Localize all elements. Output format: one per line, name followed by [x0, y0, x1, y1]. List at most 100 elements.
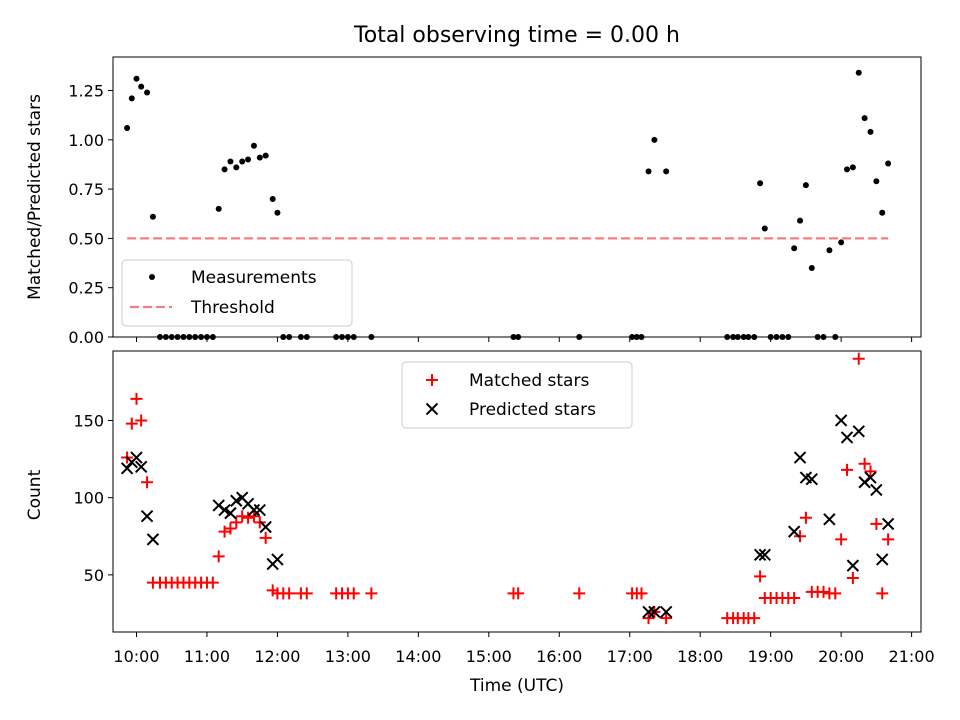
matched-star-point — [642, 612, 655, 625]
matched-star-point — [858, 457, 871, 470]
xtick-label: 13:00 — [325, 647, 371, 666]
measurement-point — [269, 195, 276, 202]
predicted-star-point — [642, 605, 655, 619]
predicted-star-point — [120, 462, 134, 475]
measurement-point — [651, 136, 658, 143]
measurement-point — [785, 334, 792, 340]
matched-star-point — [212, 550, 225, 563]
matched-star-point — [347, 587, 360, 600]
measurement-point — [239, 158, 246, 165]
measurement-point — [149, 213, 156, 220]
measurement-point — [645, 168, 652, 175]
measurement-point — [629, 334, 636, 340]
measurement-point — [203, 334, 210, 340]
matched-star-point — [870, 517, 883, 530]
measurement-point — [124, 124, 131, 131]
measurement-point — [262, 152, 269, 159]
measurement-point — [168, 334, 175, 340]
predicted-star-point — [259, 520, 272, 534]
measurement-point — [867, 128, 874, 135]
xtick-label: 17:00 — [607, 647, 653, 666]
measurement-point — [128, 95, 135, 102]
xtick-label: 14:00 — [395, 647, 441, 666]
matched-star-point — [130, 392, 143, 405]
matched-star-point — [230, 516, 243, 529]
matched-star-point — [660, 612, 673, 625]
measurement-point — [180, 334, 187, 340]
measurement-point — [303, 334, 310, 340]
measurement-point — [791, 245, 798, 252]
xtick-label: 19:00 — [748, 647, 794, 666]
matched-star-point — [846, 571, 859, 584]
measurement-point — [198, 334, 205, 340]
predicted-star-point — [247, 503, 261, 517]
legend-box — [401, 361, 633, 429]
matched-star-point — [218, 525, 231, 538]
measurement-point — [773, 334, 780, 340]
matched-star-point — [573, 587, 586, 600]
measurement-point — [274, 209, 281, 216]
measurement-point — [814, 334, 821, 340]
xtick-label: 11:00 — [184, 647, 230, 666]
measurement-point — [286, 334, 293, 340]
measurement-point — [861, 115, 868, 122]
matched-star-point — [247, 510, 260, 523]
measurement-point — [797, 217, 804, 224]
matched-star-point — [365, 587, 378, 600]
measurement-point — [740, 334, 747, 340]
measurement-point — [802, 182, 809, 189]
measurement-point — [751, 334, 758, 340]
measurement-point — [779, 334, 786, 340]
ratio-panel-ylabel: Matched/Predicted stars — [25, 94, 45, 300]
matched-star-point — [841, 463, 854, 476]
legend-label: Matched stars — [469, 371, 589, 391]
predicted-star-point — [852, 425, 865, 438]
matched-star-point — [259, 531, 272, 544]
measurement-point — [333, 334, 340, 340]
count-axes-frame — [112, 350, 922, 633]
predicted-star-point — [134, 460, 148, 474]
predicted-star-point — [834, 414, 848, 427]
measurement-point — [576, 334, 583, 340]
count-ytick-label: 150 — [73, 411, 104, 430]
predicted-star-point — [793, 451, 807, 464]
matched-star-point — [283, 587, 296, 600]
measurement-point — [250, 142, 257, 149]
matched-star-point — [754, 570, 767, 583]
measurement-point — [515, 334, 522, 340]
matched-star-point — [864, 465, 877, 478]
measurement-point — [162, 334, 169, 340]
measurement-point — [838, 239, 845, 246]
predicted-star-point — [758, 548, 772, 562]
measurement-point — [730, 334, 737, 340]
matched-star-point — [135, 414, 148, 427]
matched-star-point — [242, 511, 255, 524]
ratio-ytick-label: 1.00 — [68, 131, 104, 150]
xtick-label: 10:00 — [113, 647, 159, 666]
matched-star-point — [817, 585, 830, 598]
matched-star-point — [788, 592, 801, 605]
legend-label: Threshold — [190, 298, 275, 318]
measurement-point — [227, 158, 234, 165]
measurement-point — [221, 166, 228, 173]
count-panel-ylabel: Count — [25, 469, 45, 520]
measurement-point — [844, 166, 851, 173]
xtick-label: 20:00 — [818, 647, 864, 666]
predicted-star-point — [230, 494, 243, 507]
matched-star-point — [300, 587, 313, 600]
count-legend: Matched stars Predicted stars — [401, 361, 633, 429]
matched-star-point — [799, 511, 812, 524]
matched-star-point — [141, 476, 154, 489]
matched-star-point — [882, 533, 895, 546]
measurement-point — [144, 89, 151, 96]
matched-star-point — [125, 417, 138, 430]
predicted-star-point — [224, 506, 237, 520]
measurement-point — [344, 334, 351, 340]
ratio-legend: Measurements Threshold — [121, 259, 353, 327]
x-axis-label: Time (UTC) — [469, 676, 564, 696]
measurement-point — [368, 334, 375, 340]
predicted-star-point — [846, 559, 860, 572]
count-panel: Count 50 100 150 10:00 11:00 12:00 13:00 14:00 1… — [25, 350, 935, 666]
predicted-star-point — [648, 605, 661, 619]
